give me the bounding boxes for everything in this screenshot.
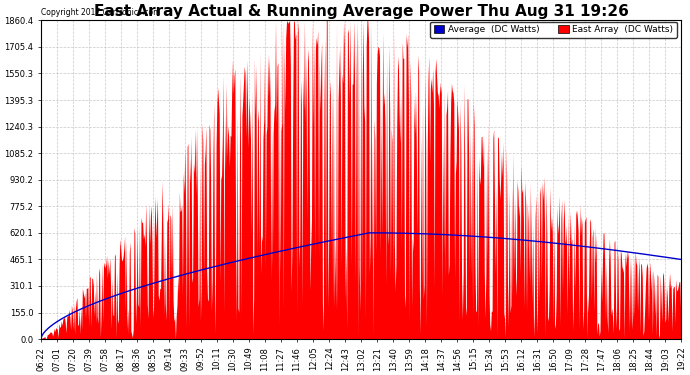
Legend: Average  (DC Watts), East Array  (DC Watts): Average (DC Watts), East Array (DC Watts… [430,22,677,38]
Title: East Array Actual & Running Average Power Thu Aug 31 19:26: East Array Actual & Running Average Powe… [94,4,629,19]
Text: Copyright 2017 Cartronics.com: Copyright 2017 Cartronics.com [41,8,161,17]
